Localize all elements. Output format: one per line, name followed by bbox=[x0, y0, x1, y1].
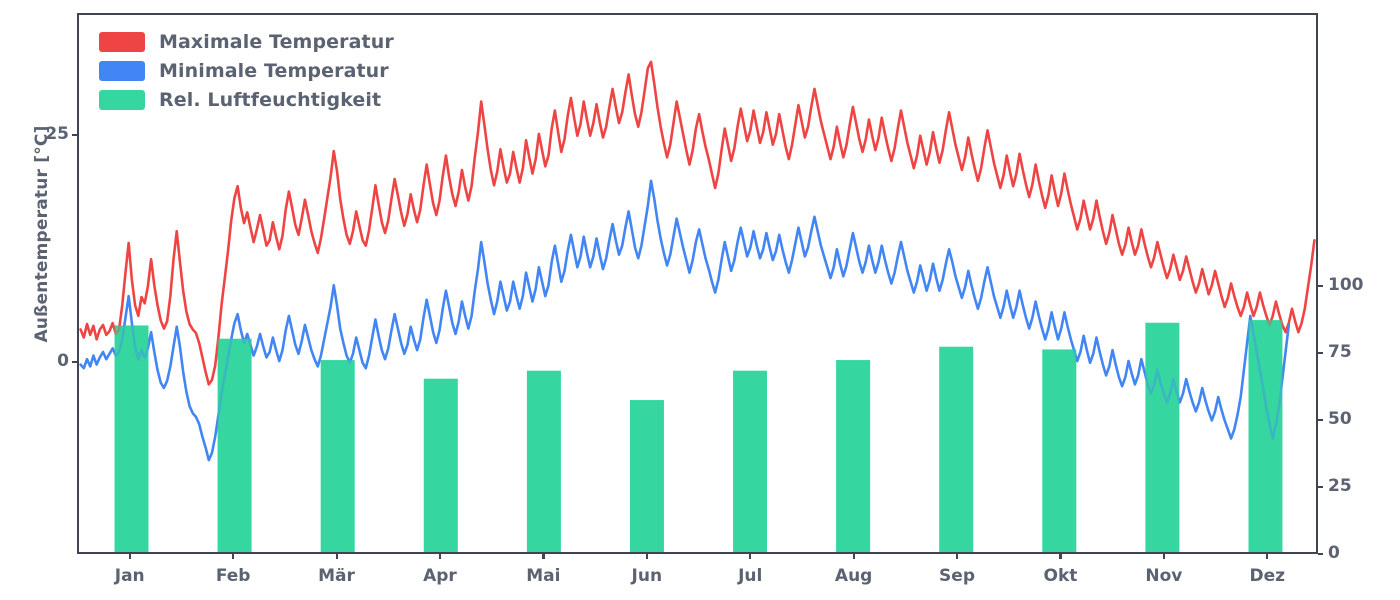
x-tick-jan: Jan bbox=[114, 566, 145, 586]
humidity-bar bbox=[836, 360, 871, 552]
humidity-bar bbox=[217, 338, 252, 552]
tick-mark bbox=[542, 554, 545, 559]
tick-mark bbox=[335, 554, 338, 559]
tick-mark bbox=[645, 554, 648, 559]
legend-label: Rel. Luftfeuchtigkeit bbox=[159, 89, 382, 111]
x-tick-jul: Jul bbox=[738, 566, 763, 586]
y-tick-left-0: 0 bbox=[57, 350, 69, 371]
tick-mark bbox=[1162, 554, 1166, 559]
chart-legend: Maximale Temperatur Minimale Temperatur Re… bbox=[89, 25, 408, 119]
tick-mark bbox=[956, 554, 959, 559]
x-tick-aug: Aug bbox=[834, 566, 873, 586]
x-tick-apr: Apr bbox=[423, 566, 457, 586]
x-tick-dez: Dez bbox=[1249, 566, 1286, 586]
max-temperature-line bbox=[81, 62, 1315, 385]
legend-item: Rel. Luftfeuchtigkeit bbox=[99, 89, 394, 111]
tick-mark bbox=[1318, 418, 1323, 421]
humidity-bar bbox=[1145, 322, 1180, 552]
y-tick-right-100: 100 bbox=[1328, 274, 1364, 295]
plot-area bbox=[77, 13, 1318, 554]
humidity-bar bbox=[423, 378, 458, 552]
tick-mark bbox=[1318, 485, 1323, 489]
tick-mark bbox=[1266, 554, 1269, 559]
y-tick-right-50: 50 bbox=[1328, 408, 1352, 429]
legend-label: Maximale Temperatur bbox=[159, 31, 394, 53]
tick-mark bbox=[232, 554, 235, 559]
tick-mark bbox=[852, 554, 855, 559]
humidity-bar bbox=[320, 360, 355, 552]
legend-item: Minimale Temperatur bbox=[99, 60, 394, 82]
x-tick-mär: Mär bbox=[318, 566, 355, 586]
humidity-bar bbox=[1248, 320, 1283, 552]
y-tick-right-0: 0 bbox=[1328, 543, 1340, 563]
tick-mark bbox=[1318, 284, 1323, 287]
tick-mark bbox=[128, 554, 131, 559]
humidity-bars-overlay bbox=[114, 320, 1283, 552]
tick-mark bbox=[438, 554, 442, 559]
legend-swatch-icon bbox=[99, 61, 145, 81]
legend-swatch-icon bbox=[99, 32, 145, 52]
x-tick-okt: Okt bbox=[1043, 566, 1078, 586]
legend-item: Maximale Temperatur bbox=[99, 31, 394, 53]
x-tick-jun: Jun bbox=[631, 566, 663, 586]
humidity-bar bbox=[114, 325, 149, 552]
tick-mark bbox=[749, 554, 752, 559]
temperature-lines-layer bbox=[79, 15, 1316, 552]
tick-mark bbox=[72, 133, 77, 136]
tick-mark bbox=[1318, 351, 1323, 354]
y-tick-right-75: 75 bbox=[1328, 341, 1352, 362]
humidity-bar bbox=[1042, 349, 1077, 552]
tick-mark bbox=[1059, 554, 1062, 559]
plot-inner bbox=[79, 15, 1316, 552]
x-tick-mai: Mai bbox=[526, 566, 561, 586]
tick-mark bbox=[72, 360, 77, 363]
humidity-bar bbox=[939, 346, 974, 552]
legend-label: Minimale Temperatur bbox=[159, 60, 389, 82]
humidity-bar bbox=[630, 400, 664, 552]
legend-swatch-icon bbox=[99, 90, 145, 110]
y-tick-right-25: 25 bbox=[1328, 475, 1352, 496]
humidity-bar bbox=[733, 370, 767, 552]
x-tick-nov: Nov bbox=[1145, 566, 1183, 586]
x-tick-feb: Feb bbox=[215, 566, 251, 586]
x-tick-sep: Sep bbox=[939, 566, 975, 586]
tick-mark bbox=[1318, 553, 1323, 556]
y-tick-left-25: 25 bbox=[45, 123, 69, 144]
humidity-bar bbox=[526, 370, 561, 552]
min-temperature-line bbox=[81, 181, 1289, 460]
